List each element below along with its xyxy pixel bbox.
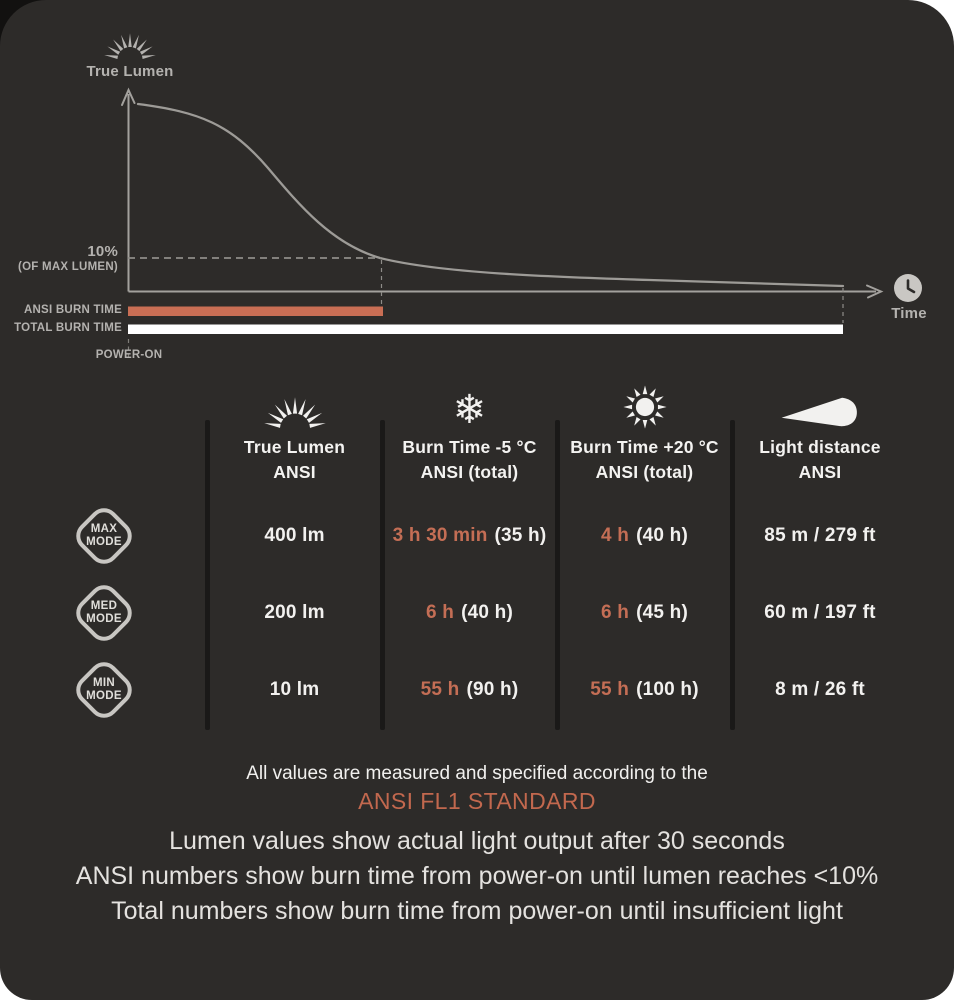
cell-lumen-max: 400 lm xyxy=(264,525,325,546)
header-line2: ANSI (total) xyxy=(595,462,694,482)
header-line1: Light distance xyxy=(759,437,881,457)
clock-icon xyxy=(894,274,922,302)
lumen-decay-curve xyxy=(136,102,845,288)
threshold-label: 10% xyxy=(87,243,118,260)
ansi-time-highlight: 55 h xyxy=(420,679,460,700)
cell-burn-warm-med: 6 h (45 h) xyxy=(557,580,732,646)
mode-name: MAX xyxy=(90,523,118,535)
mode-word: MODE xyxy=(86,690,122,702)
half-sun-rays-icon xyxy=(104,33,156,60)
ansi-time-highlight: 3 h 30 min xyxy=(392,525,488,546)
diamond-outline xyxy=(76,585,132,641)
header-light-distance: Light distance ANSI xyxy=(732,384,908,485)
ansi-time-highlight: 4 h xyxy=(601,525,630,546)
header-line1: Burn Time -5 °C xyxy=(402,437,537,457)
y-axis-arrow xyxy=(121,87,136,106)
header-burn-cold: ❄ Burn Time -5 °C ANSI (total) xyxy=(382,384,557,485)
diamond-outline xyxy=(76,508,132,564)
ansi-time-highlight: 6 h xyxy=(601,602,630,623)
ansi-time-highlight: 55 h xyxy=(590,679,630,700)
light-cone-icon xyxy=(781,397,857,427)
ansi-time-highlight: 6 h xyxy=(426,602,455,623)
header-line2: ANSI (total) xyxy=(420,462,519,482)
total-time: (40 h) xyxy=(461,602,513,623)
cell-distance-max: 85 m / 279 ft xyxy=(764,525,876,546)
x-axis-label: Time xyxy=(891,305,927,322)
footer-ansi-note: ANSI numbers show burn time from power-o… xyxy=(75,862,879,890)
header-line2: ANSI xyxy=(273,462,316,482)
cell-distance-min: 8 m / 26 ft xyxy=(775,679,865,700)
sun-icon xyxy=(622,385,667,429)
header-line2: ANSI xyxy=(798,462,842,482)
y-axis-label: True Lumen xyxy=(86,63,174,80)
mode-name: MIN xyxy=(93,677,115,689)
cell-burn-cold-max: 3 h 30 min (35 h) xyxy=(382,503,557,569)
cell-lumen-min: 10 lm xyxy=(269,679,320,700)
mode-word: MODE xyxy=(86,613,122,625)
column-divider xyxy=(205,420,210,730)
footer-measured-note: All values are measured and specified ac… xyxy=(246,763,708,784)
total-time: (100 h) xyxy=(636,679,699,700)
total-time: (35 h) xyxy=(494,525,547,546)
mode-badge-min: MIN MODE xyxy=(71,657,137,723)
column-divider xyxy=(555,420,560,730)
mode-word: MODE xyxy=(86,536,122,548)
header-line1: Burn Time +20 °C xyxy=(570,437,719,457)
cell-lumen-med: 200 lm xyxy=(264,602,325,623)
footer-lumen-note: Lumen values show actual light output af… xyxy=(169,827,785,855)
column-divider xyxy=(730,420,735,730)
total-bar-label: TOTAL BURN TIME xyxy=(14,322,122,334)
total-time: (45 h) xyxy=(636,602,688,623)
column-divider xyxy=(380,420,385,730)
mode-name: MED xyxy=(90,600,118,612)
x-axis-arrow xyxy=(866,284,884,299)
half-sun-rays-icon xyxy=(263,397,326,428)
cell-distance-med: 60 m / 197 ft xyxy=(764,602,876,623)
threshold-sublabel: (OF MAX LUMEN) xyxy=(18,261,118,273)
snowflake-icon: ❄ xyxy=(452,387,487,433)
header-burn-warm: Burn Time +20 °C ANSI (total) xyxy=(557,384,732,485)
cell-burn-cold-med: 6 h (40 h) xyxy=(382,580,557,646)
ansi-burn-time-bar xyxy=(128,306,383,316)
total-time: (90 h) xyxy=(466,679,519,700)
cell-burn-warm-min: 55 h (100 h) xyxy=(557,657,732,723)
footer-ansi-standard: ANSI FL1 STANDARD xyxy=(358,788,596,814)
total-time: (40 h) xyxy=(636,525,688,546)
mode-badge-med: MED MODE xyxy=(71,580,137,646)
diamond-outline xyxy=(76,662,132,718)
footer-total-note: Total numbers show burn time from power-… xyxy=(111,897,843,925)
total-burn-time-bar xyxy=(128,324,843,334)
header-line1: True Lumen xyxy=(243,437,346,457)
cell-burn-warm-max: 4 h (40 h) xyxy=(557,503,732,569)
mode-badge-max: MAX MODE xyxy=(71,503,137,569)
cell-burn-cold-min: 55 h (90 h) xyxy=(382,657,557,723)
burn-time-chart xyxy=(121,87,884,357)
header-true-lumen: True Lumen ANSI xyxy=(207,384,382,485)
power-on-label: POWER-ON xyxy=(95,349,163,361)
ansi-bar-label: ANSI BURN TIME xyxy=(23,304,122,316)
